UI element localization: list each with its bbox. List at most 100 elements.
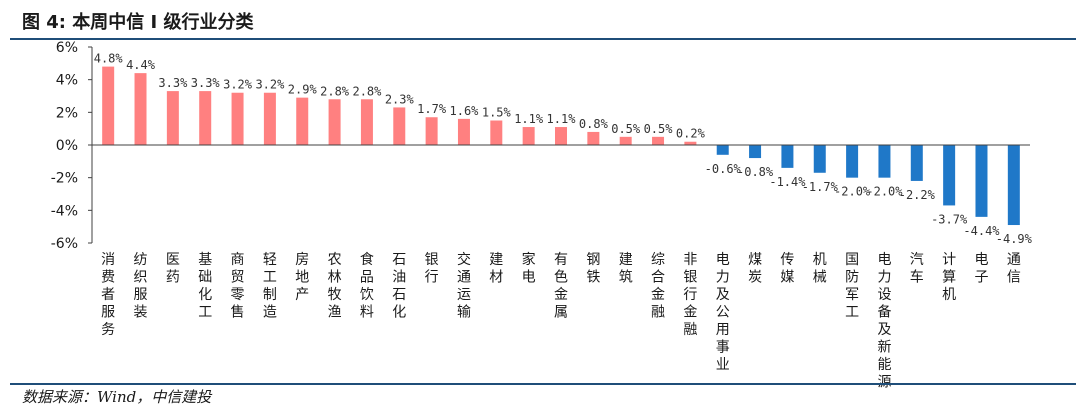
y-tick-label: 0% (56, 138, 78, 154)
value-label-22: -1.7% (802, 180, 839, 194)
category-label-1: 纺织服装 (134, 252, 148, 321)
category-label-16: 建筑 (619, 252, 633, 286)
bar-6 (296, 97, 309, 145)
figure-header: 图 4: 本周中信 I 级行业分类 (0, 0, 1080, 40)
value-label-20: -0.8% (737, 165, 774, 179)
value-label-9: 2.3% (385, 92, 415, 106)
value-label-7: 2.8% (320, 84, 350, 98)
value-label-28: -4.9% (996, 232, 1033, 246)
bar-10 (425, 117, 438, 145)
bar-16 (619, 136, 632, 145)
category-label-26: 计算机 (942, 252, 956, 303)
category-label-12: 建材 (489, 252, 503, 286)
category-label-13: 家电 (522, 251, 536, 286)
category-label-8: 食品饮料 (360, 251, 374, 321)
value-label-11: 1.6% (450, 104, 480, 118)
category-label-0: 消费者服务 (101, 252, 115, 338)
bar-18 (684, 141, 697, 145)
value-label-24: -2.0% (866, 185, 903, 199)
category-label-21: 传媒 (780, 252, 794, 286)
category-label-10: 银行 (425, 252, 439, 286)
bar-1 (134, 73, 147, 145)
bar-12 (490, 120, 503, 145)
y-tick-label: 4% (56, 73, 78, 89)
category-label-18: 非银行金融 (683, 252, 697, 338)
bar-9 (393, 107, 406, 145)
category-label-27: 电子 (974, 252, 988, 286)
category-label-22: 机械 (813, 252, 827, 286)
bar-8 (360, 99, 373, 145)
category-labels-group: 消费者服务 纺织服装 医药 基础化工 商贸零售 轻工制造 房地产 农林牧渔 食品饮料 石油石化 银行… (101, 251, 1021, 391)
bar-13 (522, 127, 535, 145)
value-label-8: 2.8% (352, 84, 382, 98)
bar-3 (199, 91, 212, 145)
bar-19 (716, 145, 729, 155)
category-label-5: 轻工制造 (263, 252, 277, 321)
bar-7 (328, 99, 341, 145)
value-label-0: 4.8% (94, 52, 124, 66)
value-label-17: 0.5% (644, 122, 674, 136)
category-label-11: 交通运输 (457, 251, 471, 321)
title-rule (10, 38, 1076, 40)
value-label-14: 1.1% (547, 112, 577, 126)
bar-17 (652, 136, 665, 145)
value-label-13: 1.1% (514, 112, 544, 126)
category-label-23: 国防军工 (845, 252, 859, 321)
bar-28 (1007, 145, 1020, 226)
value-label-19: -0.6% (705, 162, 742, 176)
value-label-10: 1.7% (417, 102, 447, 116)
value-label-4: 3.2% (223, 78, 253, 92)
bar-23 (846, 145, 859, 178)
value-label-5: 3.2% (255, 78, 285, 92)
category-label-17: 综合金融 (651, 252, 665, 321)
category-label-3: 基础化工 (198, 251, 212, 321)
bars-group (102, 66, 1020, 226)
y-tick-label: 2% (56, 105, 78, 121)
y-tick-label: -4% (51, 203, 78, 219)
bar-14 (555, 127, 567, 145)
y-tick-label: -6% (51, 236, 78, 252)
chart-title: 图 4: 本周中信 I 级行业分类 (22, 12, 254, 33)
category-label-2: 医药 (166, 252, 180, 286)
value-label-2: 3.3% (158, 76, 188, 90)
value-label-27: -4.4% (963, 224, 1000, 238)
y-axis: 6% 4% 2% 0% -2% -4% -6% (51, 40, 93, 252)
bar-5 (263, 92, 276, 145)
value-label-15: 0.8% (579, 117, 609, 131)
y-tick-label: 6% (56, 40, 78, 56)
category-label-19: 电力及公用事业 (716, 252, 730, 373)
value-label-1: 4.4% (126, 58, 156, 72)
bar-15 (587, 131, 600, 145)
bar-26 (943, 145, 956, 206)
value-label-3: 3.3% (191, 76, 221, 90)
category-label-14: 有色金属 (554, 252, 568, 321)
y-tick-label: -2% (51, 171, 78, 187)
footer-rule (10, 383, 1076, 385)
category-label-25: 汽车 (910, 252, 924, 286)
bar-20 (749, 145, 762, 159)
value-label-12: 1.5% (482, 106, 512, 120)
bar-21 (781, 145, 794, 168)
bar-27 (975, 145, 988, 217)
value-label-21: -1.4% (769, 175, 806, 189)
value-label-16: 0.5% (611, 122, 641, 136)
value-labels-group: 4.8% 4.4%3.3% 3.3% 3.2% 3.2% 2.9% 2.8% 2.8%2.3%… (94, 52, 1033, 246)
value-label-18: 0.2% (676, 127, 706, 141)
category-label-20: 煤炭 (748, 252, 762, 286)
bar-2 (166, 91, 179, 145)
value-label-26: -3.7% (931, 212, 968, 226)
bar-4 (231, 92, 244, 145)
category-label-6: 房地产 (295, 252, 309, 303)
bar-11 (457, 118, 470, 145)
value-label-23: -2.0% (834, 185, 871, 199)
bar-25 (910, 145, 923, 181)
value-label-6: 2.9% (288, 83, 318, 97)
source-note: 数据来源：Wind，中信建投 (22, 388, 212, 406)
bar-22 (813, 145, 826, 173)
category-label-9: 石油石化 (392, 252, 406, 321)
bar-0 (102, 66, 115, 145)
value-label-25: -2.2% (899, 188, 936, 202)
category-label-28: 通信 (1007, 252, 1021, 286)
bar-24 (878, 145, 891, 178)
